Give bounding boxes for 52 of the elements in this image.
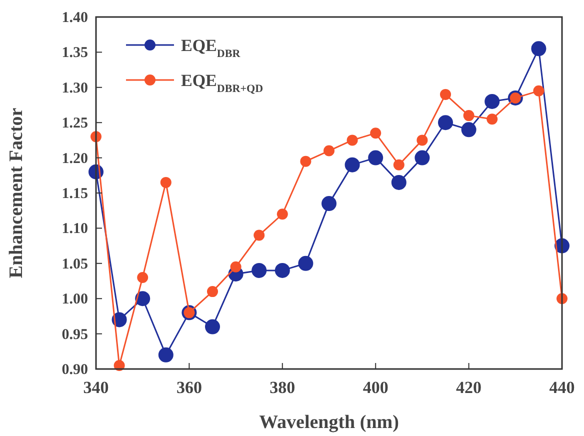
- y-tick-label: 0.95: [62, 326, 88, 343]
- point: [416, 134, 428, 146]
- x-tick-label: 360: [176, 378, 202, 397]
- point: [368, 150, 384, 166]
- x-axis-title: Wavelength (nm): [259, 412, 399, 433]
- point: [205, 319, 220, 334]
- point: [276, 208, 288, 220]
- point: [298, 256, 314, 271]
- point: [461, 122, 476, 138]
- point: [324, 145, 334, 156]
- point: [344, 157, 360, 172]
- point: [135, 291, 150, 306]
- x-tick-label: 340: [83, 378, 109, 397]
- y-tick-label: 1.35: [62, 45, 88, 62]
- y-tick-label: 1.10: [62, 221, 88, 238]
- point: [484, 94, 500, 109]
- point: [158, 347, 174, 362]
- point: [414, 150, 430, 166]
- point: [300, 156, 312, 167]
- point: [533, 85, 544, 96]
- legend-label: EQE$_{DBR}$: [181, 36, 242, 60]
- point: [393, 159, 404, 170]
- x-tick-label: 440: [549, 378, 575, 397]
- point: [346, 134, 358, 146]
- point: [230, 261, 242, 272]
- y-tick-label: 1.30: [62, 80, 88, 96]
- point: [274, 262, 290, 278]
- y-tick-label: 0.90: [62, 362, 88, 378]
- point: [370, 128, 382, 139]
- point: [322, 196, 336, 212]
- y-tick-label: 1.00: [62, 292, 88, 308]
- point: [463, 110, 474, 122]
- point: [137, 272, 148, 283]
- x-tick-label: 420: [456, 378, 482, 397]
- x-tick-label: 380: [270, 378, 296, 397]
- y-tick-label: 1.20: [62, 150, 88, 167]
- point: [531, 41, 546, 56]
- y-tick-label: 1.25: [62, 116, 88, 132]
- y-axis-title: Enhancement Factor: [6, 107, 27, 278]
- point: [440, 88, 451, 100]
- y-tick-label: 1.40: [62, 10, 88, 26]
- point: [486, 114, 498, 125]
- legend-label: EQE$_{DBR+QD}$: [181, 71, 264, 95]
- point: [438, 115, 453, 130]
- point: [391, 174, 406, 190]
- point: [160, 176, 172, 188]
- point: [252, 262, 267, 278]
- point: [207, 286, 218, 298]
- y-tick-label: 1.15: [62, 186, 88, 202]
- y-tick-label: 1.05: [62, 256, 88, 272]
- x-tick-label: 400: [362, 378, 388, 397]
- point: [254, 230, 265, 241]
